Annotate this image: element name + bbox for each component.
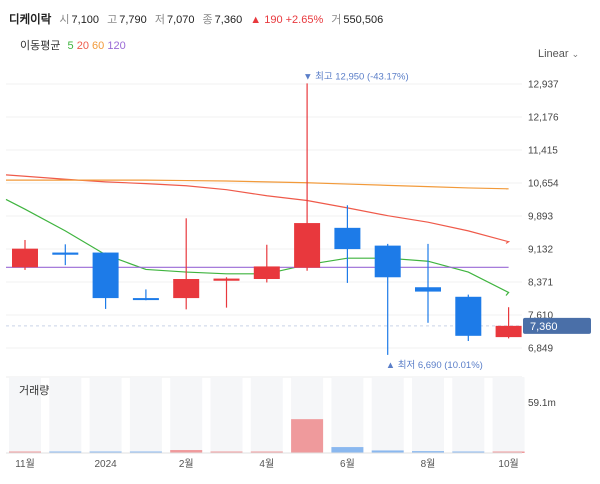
candle-body <box>12 248 38 268</box>
x-tick-label: 2024 <box>94 459 117 470</box>
open-value: 7,100 <box>71 14 100 26</box>
x-tick-label: 6월 <box>340 458 355 470</box>
candle-body <box>132 298 159 301</box>
volume-background <box>89 377 122 453</box>
close-value: 7,360 <box>214 14 243 26</box>
volume-background <box>9 377 41 453</box>
volume-background <box>210 377 243 453</box>
volume-bar <box>170 450 203 453</box>
current-price-label: 7,360 <box>530 321 558 333</box>
candle-body <box>253 266 280 280</box>
volume-background <box>129 377 162 453</box>
volume-bar <box>492 451 525 453</box>
candle-body <box>334 227 361 250</box>
highest-price-annotation: ▼ 최고 12,950 (-43.17%) <box>303 71 409 82</box>
ma-line-60 <box>6 179 509 190</box>
candle-body <box>374 245 401 278</box>
x-tick-label: 8월 <box>421 458 436 470</box>
candle-body <box>92 252 119 299</box>
candle-body <box>495 325 522 338</box>
candle-body <box>173 279 200 299</box>
volume-max-label: 59.1m <box>528 398 556 409</box>
ma20-label: 20 <box>76 40 89 52</box>
candle-body <box>52 252 79 255</box>
lowest-price-annotation: ▲ 최저 6,690 (10.01%) <box>386 360 483 371</box>
volume-bar <box>9 451 41 453</box>
volume-label: 거 <box>331 14 342 26</box>
moving-average-legend[interactable]: 이동평균 5 20 60 120 <box>20 37 126 53</box>
volume-bar <box>210 451 243 453</box>
ma-line-20 <box>5 174 511 244</box>
low-label: 저 <box>154 14 165 26</box>
y-tick-label: 7,610 <box>528 311 553 322</box>
change-value: ▲ 190 +2.65% <box>250 14 324 26</box>
volume-background <box>412 377 444 453</box>
stock-header: 디케이락 시 7,100 고 7,790 저 7,070 종 7,360 ▲ 190 +… <box>9 11 388 27</box>
open-label: 시 <box>59 14 70 26</box>
x-tick-label: 11월 <box>15 458 35 470</box>
volume-bar <box>331 447 364 453</box>
scale-mode-label: Linear <box>538 48 569 60</box>
ma-line-5 <box>5 198 510 296</box>
volume-background <box>170 377 203 453</box>
volume-background <box>331 377 364 453</box>
y-tick-label: 9,132 <box>528 245 553 256</box>
x-tick-label: 4월 <box>259 458 274 470</box>
volume-bar <box>129 451 162 453</box>
volume-bar <box>89 451 122 453</box>
y-tick-label: 6,849 <box>528 344 553 355</box>
volume-background <box>371 377 404 453</box>
volume-bar <box>371 450 404 453</box>
ma5-label: 5 <box>67 40 74 52</box>
moving-average-title: 이동평균 <box>20 40 61 52</box>
ma60-label: 60 <box>92 40 105 52</box>
y-tick-label: 9,893 <box>528 212 553 223</box>
volume-background <box>492 377 525 453</box>
volume-bar <box>452 451 485 453</box>
stock-name: 디케이락 <box>9 14 52 26</box>
chevron-down-icon: ⌄ <box>571 49 580 59</box>
y-tick-label: 12,937 <box>528 80 559 91</box>
y-tick-label: 8,371 <box>528 278 553 289</box>
x-tick-label: 2월 <box>179 458 194 470</box>
current-price-badge <box>523 317 591 334</box>
low-value: 7,070 <box>166 14 195 26</box>
volume-value: 550,506 <box>343 14 384 26</box>
volume-bar <box>291 419 324 453</box>
volume-title: 거래량 <box>19 385 50 397</box>
volume-background <box>49 377 82 453</box>
candle-body <box>415 287 441 292</box>
ma120-label: 120 <box>107 40 126 52</box>
volume-bar <box>412 451 444 453</box>
candle-body <box>213 278 240 281</box>
close-label: 종 <box>202 14 213 26</box>
scale-mode-dropdown[interactable]: Linear ⌄ <box>538 48 579 60</box>
x-tick-label: 10월 <box>498 458 518 470</box>
high-label: 고 <box>107 14 118 26</box>
volume-background <box>250 377 283 453</box>
y-tick-label: 10,654 <box>528 179 559 190</box>
candle-body <box>455 296 482 336</box>
candle-body <box>294 223 321 268</box>
volume-bar <box>250 451 283 453</box>
volume-bar <box>49 451 82 453</box>
y-tick-label: 12,176 <box>528 113 559 124</box>
volume-background <box>452 377 485 453</box>
high-value: 7,790 <box>119 14 147 26</box>
y-tick-label: 11,415 <box>528 146 558 157</box>
